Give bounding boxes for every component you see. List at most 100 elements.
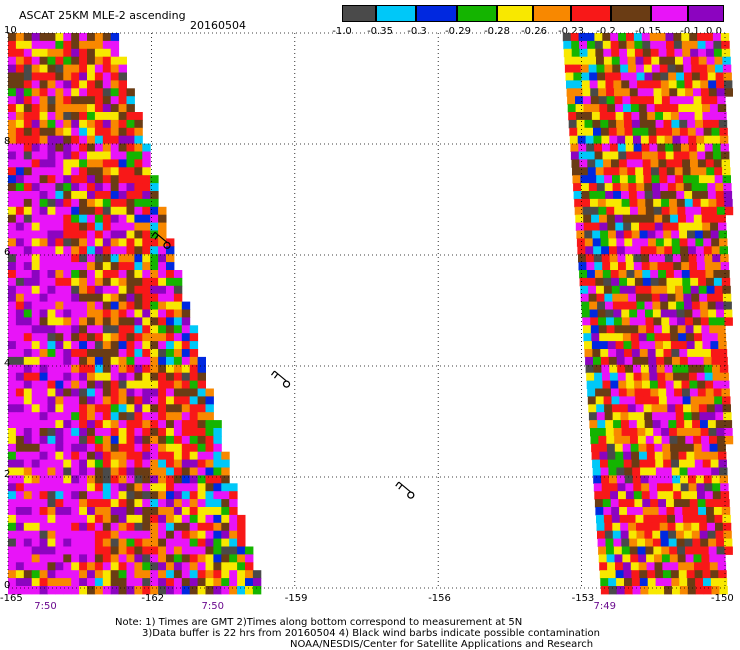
heatmap-cell [197, 522, 206, 532]
heatmap-cell [610, 388, 620, 397]
heatmap-cell [658, 48, 667, 58]
heatmap-cell [609, 135, 618, 145]
heatmap-cell [142, 546, 151, 555]
heatmap-cell [676, 191, 685, 200]
heatmap-cell [87, 127, 96, 137]
heatmap-cell [684, 428, 694, 437]
heatmap-cell [189, 467, 199, 476]
heatmap-cell [252, 586, 262, 595]
heatmap-cell [31, 412, 41, 421]
heatmap-cell [564, 56, 573, 66]
heatmap-cell [682, 514, 692, 524]
heatmap-cell [197, 364, 206, 374]
heatmap-cell [695, 238, 704, 247]
heatmap-cell [71, 522, 80, 532]
heatmap-cell [584, 349, 593, 358]
heatmap-cell [705, 388, 715, 397]
heatmap-cell [102, 198, 112, 208]
heatmap-cell [173, 428, 183, 437]
heatmap-cell [599, 562, 608, 571]
heatmap-cell [102, 435, 112, 445]
heatmap-cell [645, 435, 655, 445]
heatmap-cell [23, 48, 33, 58]
heatmap-cell [181, 546, 191, 555]
heatmap-cell [110, 135, 120, 145]
heatmap-cell [173, 341, 183, 350]
heatmap-cell [31, 159, 41, 168]
heatmap-cell [213, 522, 222, 532]
heatmap-cell [602, 380, 611, 389]
heatmap-cell [189, 483, 199, 492]
heatmap-cell [126, 325, 135, 334]
heatmap-cell [237, 578, 246, 587]
heatmap-cell [39, 151, 48, 160]
heatmap-cell [643, 522, 653, 532]
heatmap-cell [118, 119, 127, 129]
heatmap-cell [592, 238, 602, 247]
heatmap-cell [55, 459, 64, 468]
heatmap-cell [39, 412, 48, 421]
heatmap-cell [110, 40, 120, 50]
heatmap-cell [623, 104, 632, 113]
heatmap-cell [681, 33, 690, 42]
heatmap-cell [716, 80, 725, 89]
heatmap-cell [63, 380, 72, 389]
heatmap-cell [245, 578, 254, 587]
heatmap-cell [632, 586, 641, 595]
heatmap-cell [600, 349, 609, 358]
heatmap-cell [626, 151, 635, 160]
heatmap-cell [673, 372, 682, 382]
heatmap-cell [94, 183, 104, 192]
heatmap-cell [581, 191, 590, 200]
heatmap-cell [681, 499, 691, 508]
heatmap-cell [589, 72, 598, 81]
heatmap-cell [682, 159, 691, 168]
heatmap-cell [126, 167, 135, 176]
heatmap-cell [55, 325, 64, 334]
heatmap-cell [594, 270, 604, 279]
heatmap-cell [31, 112, 41, 121]
heatmap-cell [712, 262, 722, 271]
heatmap-cell [150, 285, 159, 295]
heatmap-cell [55, 293, 64, 303]
heatmap-cell [636, 420, 646, 429]
heatmap-cell [102, 277, 112, 287]
heatmap-cell [118, 522, 127, 532]
heatmap-cell [79, 301, 88, 310]
heatmap-cell [134, 143, 143, 152]
heatmap-cell [79, 522, 88, 532]
heatmap-cell [55, 514, 64, 524]
heatmap-cell [692, 428, 702, 437]
heatmap-cell [592, 230, 601, 239]
heatmap-cell [670, 104, 679, 113]
colorbar-swatch-7 [571, 5, 611, 22]
heatmap-cell [605, 309, 614, 318]
heatmap-cell [181, 554, 191, 563]
heatmap-cell [150, 404, 159, 413]
heatmap-cell [142, 230, 151, 239]
heatmap-cell [673, 33, 682, 42]
heatmap-cell [142, 341, 151, 350]
heatmap-cell [79, 112, 88, 121]
heatmap-cell [118, 428, 127, 437]
heatmap-cell [181, 356, 191, 366]
heatmap-cell [118, 349, 127, 358]
heatmap-cell [595, 277, 604, 287]
heatmap-cell [23, 64, 33, 73]
heatmap-cell [39, 388, 48, 397]
heatmap-cell [118, 443, 127, 453]
heatmap-cell [55, 175, 64, 184]
footnote-line-1: Note: 1) Times are GMT 2)Times along bot… [115, 617, 523, 628]
heatmap-cell [55, 151, 64, 160]
heatmap-cell [670, 214, 679, 224]
heatmap-cell [71, 88, 80, 97]
heatmap-cell [79, 356, 88, 366]
heatmap-cell [603, 285, 613, 295]
heatmap-cell [724, 309, 733, 318]
heatmap-cell [633, 372, 642, 382]
heatmap-cell [8, 443, 17, 453]
heatmap-cell [15, 443, 25, 453]
heatmap-cell [638, 104, 648, 113]
heatmap-cell [87, 135, 96, 145]
heatmap-cell [8, 554, 17, 563]
